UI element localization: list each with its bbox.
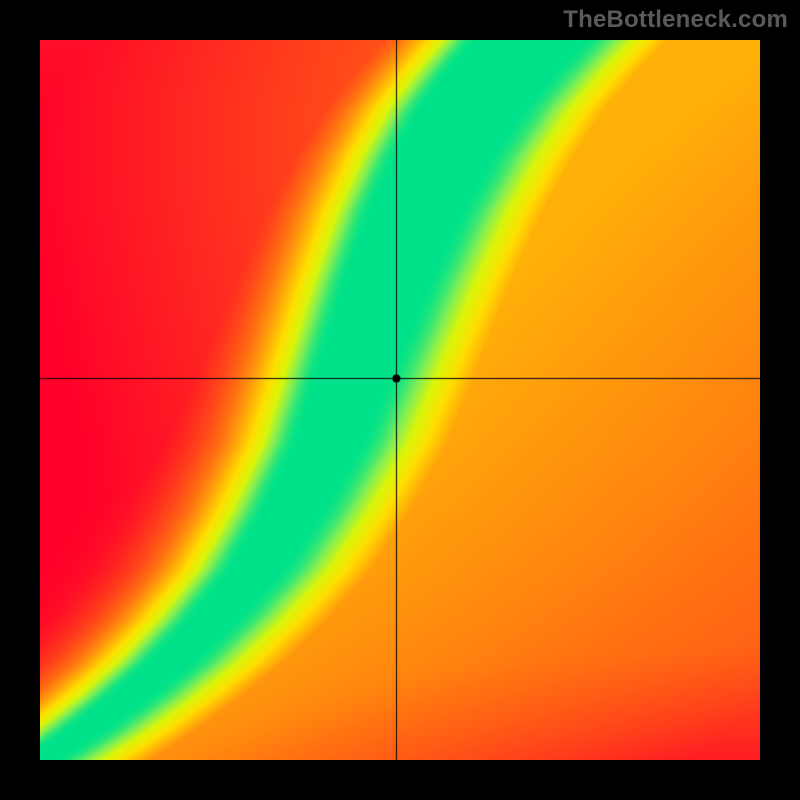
watermark-text: TheBottleneck.com bbox=[563, 6, 788, 34]
bottleneck-heatmap bbox=[40, 40, 760, 760]
